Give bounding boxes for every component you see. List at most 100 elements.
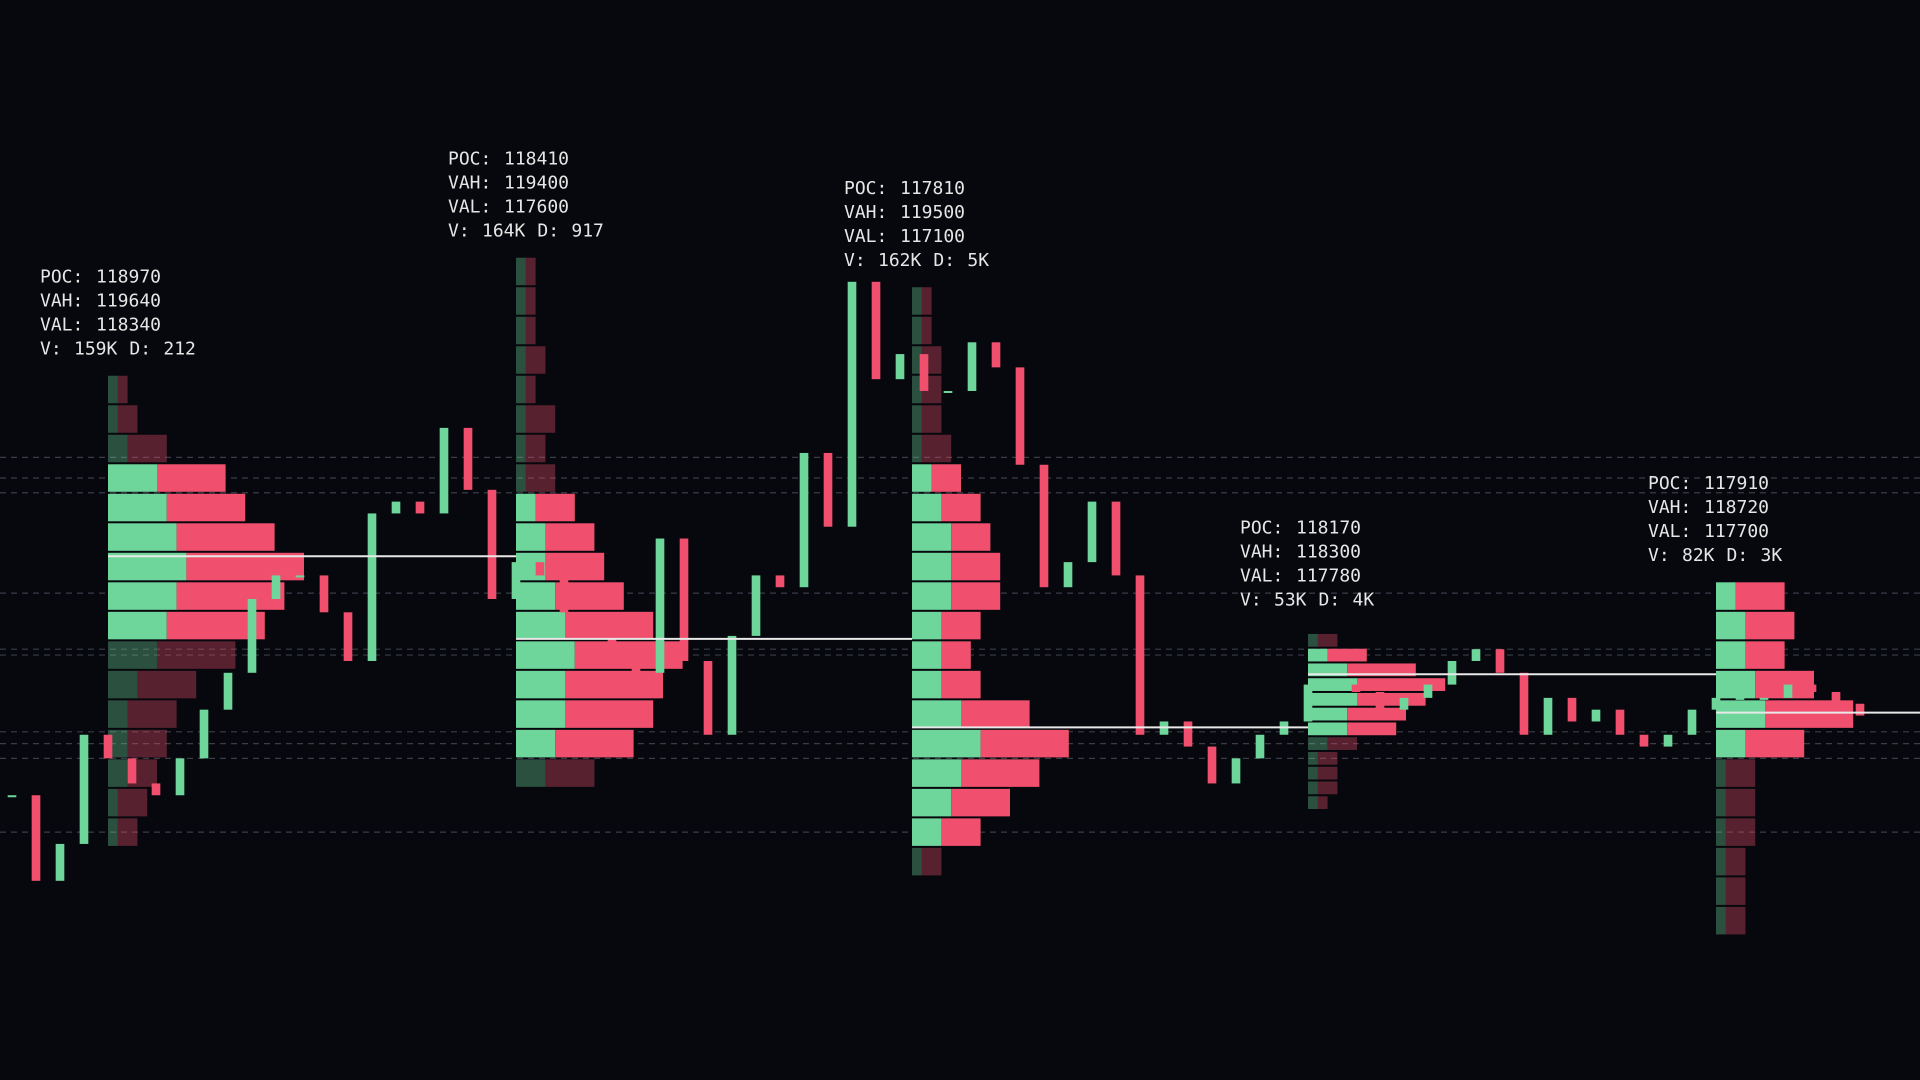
profile-sell-bar	[1725, 788, 1756, 817]
profile-buy-bar	[108, 582, 177, 610]
profile-buy-bar	[1716, 582, 1736, 610]
profile-sell-bar	[1725, 847, 1746, 876]
profile-buy-bar	[516, 375, 526, 404]
profile-sell-bar	[186, 552, 304, 581]
candle	[1303, 684, 1313, 722]
profile-buy-bar	[1308, 692, 1357, 706]
candle	[991, 342, 1001, 368]
candle	[511, 562, 521, 600]
candle	[247, 599, 257, 673]
profile-sell-bar	[176, 582, 285, 610]
profile-sell-bar	[921, 847, 942, 876]
info-value: 117700	[1704, 521, 1769, 542]
info-value: 164K	[482, 220, 526, 241]
profile-sell-bar	[545, 759, 595, 787]
profile-buy-bar	[912, 759, 961, 787]
profile-buy-bar	[912, 405, 922, 433]
profile-buy-bar	[108, 818, 118, 846]
candle	[1135, 575, 1145, 735]
profiles	[108, 257, 1854, 935]
profile-buy-bar	[912, 670, 942, 699]
profile-sell-bar	[1327, 648, 1367, 662]
profile-sell-bar	[1317, 781, 1338, 795]
candle	[631, 660, 641, 673]
profile-buy-bar	[108, 405, 118, 433]
candle	[1087, 501, 1097, 563]
profile-buy-bar	[516, 523, 546, 551]
profile-sell-bar	[117, 788, 148, 817]
profile-sell-bar	[525, 316, 536, 345]
profile-buy-bar	[912, 788, 952, 817]
candle	[199, 709, 209, 759]
info-value: 212	[163, 339, 196, 360]
info-value: 117910	[1704, 473, 1769, 494]
profile-buy-bar	[912, 700, 961, 728]
profile-sell-bar	[525, 464, 556, 492]
info-label: VAL:	[1240, 565, 1283, 586]
profile-buy-bar	[516, 729, 556, 758]
candle	[151, 783, 161, 796]
profile-sell-bar	[941, 670, 981, 699]
profile-buy-bar	[1716, 729, 1746, 758]
candle	[655, 538, 665, 673]
profile-buy-bar	[108, 493, 167, 522]
info-label: D:	[537, 220, 559, 241]
candle	[1519, 672, 1529, 735]
info-value: 118340	[96, 315, 161, 336]
candle	[1495, 649, 1505, 673]
candle	[1831, 691, 1841, 704]
candle	[727, 635, 737, 735]
profile-buy-bar	[1308, 781, 1318, 795]
candle	[703, 660, 713, 735]
info-label: VAL:	[448, 196, 491, 217]
profile-buy-bar	[1308, 737, 1328, 750]
profile-buy-bar	[1716, 641, 1746, 669]
candle	[295, 575, 305, 578]
candle	[1567, 697, 1577, 722]
profile-buy-bar	[1716, 847, 1726, 876]
info-label: VAH:	[448, 172, 491, 193]
profile-buy-bar	[1716, 670, 1756, 699]
poc-lines	[108, 555, 1920, 729]
candle	[1183, 721, 1193, 747]
candle	[1231, 758, 1241, 784]
candle	[463, 427, 473, 490]
profile-sell-bar	[921, 316, 932, 345]
profile-buy-bar	[516, 464, 526, 492]
info-value: 5K	[967, 250, 989, 271]
profile-sell-bar	[176, 523, 275, 551]
profile-sell-bar	[1357, 678, 1446, 691]
candle	[1615, 709, 1625, 735]
candle	[1039, 464, 1049, 588]
profile-buy-bar	[516, 582, 556, 610]
profile-buy-bar	[516, 434, 526, 463]
candle	[439, 427, 449, 514]
profile-sell-bar	[941, 818, 981, 846]
profile-sell-bar	[941, 611, 981, 640]
profile-sell-bar	[921, 434, 952, 463]
profile-buy-bar	[1716, 877, 1726, 905]
candle	[1375, 691, 1385, 710]
profile-sell-bar	[1745, 641, 1785, 669]
candle	[1855, 703, 1865, 716]
profile-buy-bar	[912, 287, 922, 315]
profile-buy-bar	[912, 847, 922, 876]
info-value: 118970	[96, 267, 161, 288]
profile-buy-bar	[108, 523, 177, 551]
profile-sell-bar	[1725, 877, 1746, 905]
profile-sell-bar	[941, 641, 971, 669]
profile-sell-bar	[127, 729, 167, 758]
info-label: D:	[129, 339, 151, 360]
profile-buy-bar	[108, 611, 167, 640]
candle	[7, 795, 17, 798]
candle	[751, 575, 761, 636]
info-value: 917	[571, 220, 604, 241]
candle	[1591, 709, 1601, 722]
candle	[1735, 697, 1745, 700]
profile-sell-bar	[565, 611, 654, 640]
profile-buy-bar	[1308, 796, 1318, 809]
info-label: D:	[1727, 545, 1749, 566]
info-label: VAH:	[40, 291, 83, 312]
profile-buy-bar	[912, 641, 942, 669]
profile-sell-bar	[555, 729, 634, 758]
